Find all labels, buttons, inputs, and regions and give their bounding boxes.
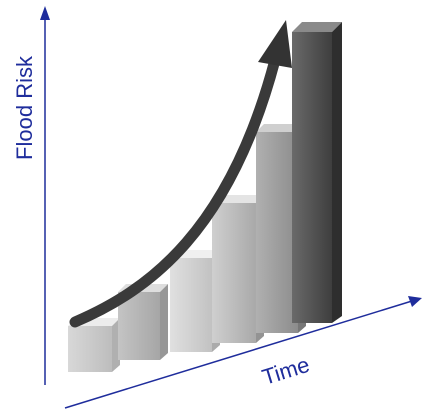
trend-arrowhead — [258, 20, 292, 68]
bar — [118, 284, 168, 360]
x-axis-label: Time — [259, 352, 312, 390]
bars — [68, 22, 342, 372]
trend-arrow — [69, 54, 281, 328]
x-axis — [64, 300, 413, 409]
y-axis-label: Flood Risk — [12, 55, 37, 160]
bar — [292, 22, 342, 323]
x-axis-arrowhead — [408, 296, 422, 307]
y-axis-arrowhead — [40, 6, 50, 20]
